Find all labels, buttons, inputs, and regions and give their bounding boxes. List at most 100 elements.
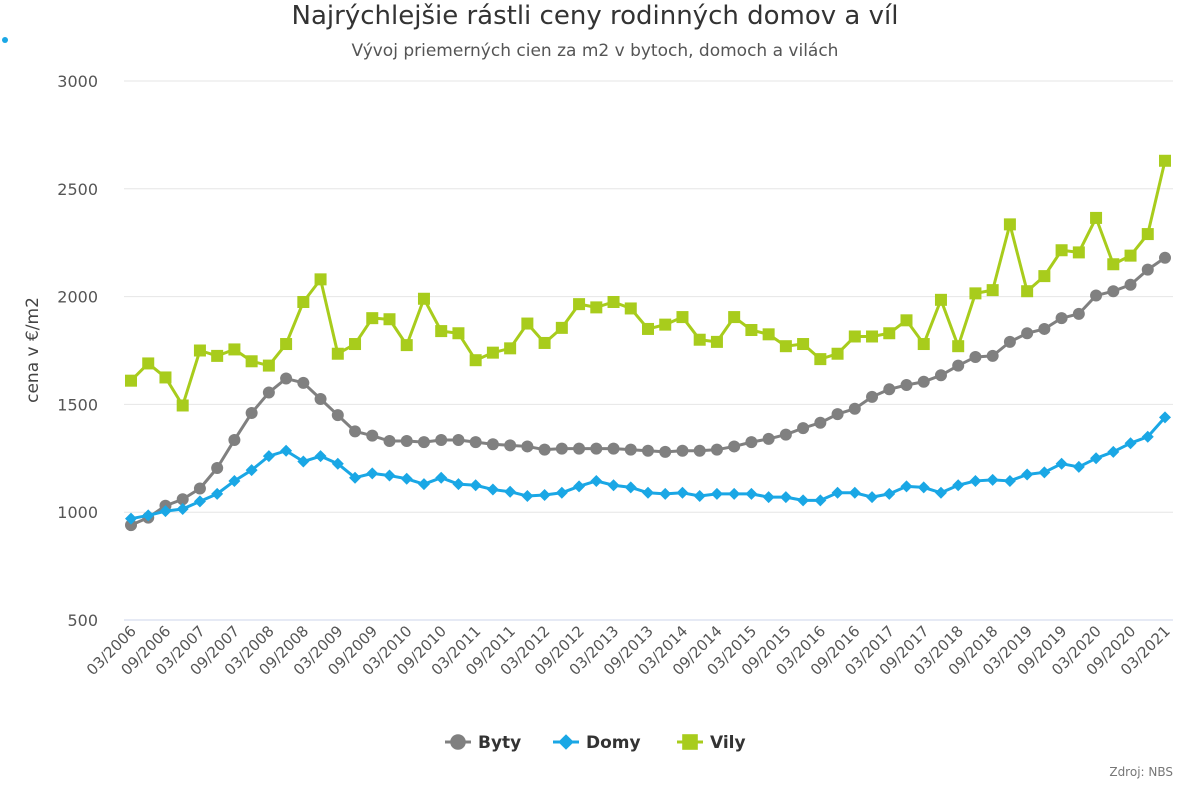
data-point[interactable]: [417, 436, 430, 449]
data-point[interactable]: [486, 483, 499, 496]
data-point[interactable]: [417, 478, 430, 491]
data-point[interactable]: [814, 494, 827, 507]
data-point[interactable]: [917, 375, 930, 388]
data-point[interactable]: [779, 428, 792, 441]
data-point[interactable]: [659, 445, 672, 458]
data-point[interactable]: [435, 471, 448, 484]
data-point[interactable]: [917, 481, 930, 494]
data-point[interactable]: [745, 487, 758, 500]
data-point[interactable]: [125, 374, 137, 387]
data-point[interactable]: [400, 472, 413, 485]
data-point[interactable]: [262, 386, 275, 399]
data-point[interactable]: [193, 344, 206, 357]
data-point[interactable]: [521, 490, 534, 503]
data-point[interactable]: [952, 359, 965, 372]
data-point[interactable]: [435, 433, 448, 446]
data-point[interactable]: [349, 338, 362, 351]
data-point[interactable]: [1159, 154, 1171, 167]
data-point[interactable]: [280, 444, 293, 457]
data-point[interactable]: [883, 327, 896, 340]
data-point[interactable]: [1090, 211, 1103, 224]
data-point[interactable]: [900, 378, 913, 391]
data-point[interactable]: [125, 519, 137, 532]
data-point[interactable]: [607, 295, 620, 308]
data-point[interactable]: [693, 333, 706, 346]
data-point[interactable]: [452, 327, 465, 340]
menu-dot[interactable]: [2, 37, 8, 43]
data-point[interactable]: [366, 467, 379, 480]
data-point[interactable]: [504, 342, 517, 355]
data-point[interactable]: [297, 376, 310, 389]
data-point[interactable]: [969, 287, 982, 300]
data-point[interactable]: [762, 432, 775, 445]
data-point[interactable]: [745, 324, 758, 337]
data-point[interactable]: [228, 433, 241, 446]
data-point[interactable]: [728, 311, 741, 324]
data-point[interactable]: [245, 407, 258, 420]
data-point[interactable]: [193, 495, 206, 508]
data-point[interactable]: [573, 480, 586, 493]
data-point[interactable]: [1038, 466, 1051, 479]
data-point[interactable]: [125, 512, 137, 525]
data-point[interactable]: [280, 338, 293, 351]
data-point[interactable]: [917, 338, 930, 351]
data-point[interactable]: [331, 457, 344, 470]
data-point[interactable]: [383, 313, 396, 326]
data-point[interactable]: [538, 488, 551, 501]
data-point[interactable]: [314, 450, 327, 463]
data-point[interactable]: [969, 350, 982, 363]
data-point[interactable]: [934, 293, 947, 306]
data-point[interactable]: [676, 444, 689, 457]
data-point[interactable]: [297, 295, 310, 308]
data-point[interactable]: [590, 301, 603, 314]
data-point[interactable]: [900, 314, 913, 327]
data-point[interactable]: [538, 336, 551, 349]
legend-item-domy[interactable]: Domy: [553, 733, 641, 753]
data-point[interactable]: [900, 480, 913, 493]
data-point[interactable]: [797, 422, 810, 435]
data-point[interactable]: [934, 369, 947, 382]
data-point[interactable]: [538, 443, 551, 456]
data-point[interactable]: [866, 390, 879, 403]
data-point[interactable]: [676, 486, 689, 499]
data-point[interactable]: [176, 502, 189, 515]
data-point[interactable]: [521, 317, 534, 330]
data-point[interactable]: [193, 482, 206, 495]
data-point[interactable]: [1107, 258, 1120, 271]
data-point[interactable]: [848, 402, 861, 415]
data-point[interactable]: [934, 486, 947, 499]
data-point[interactable]: [676, 311, 689, 324]
data-point[interactable]: [1021, 285, 1034, 298]
data-point[interactable]: [814, 416, 827, 429]
data-point[interactable]: [642, 322, 654, 335]
data-point[interactable]: [728, 440, 741, 453]
data-point[interactable]: [831, 408, 844, 421]
data-point[interactable]: [659, 318, 672, 331]
data-point[interactable]: [1141, 228, 1154, 241]
data-point[interactable]: [659, 487, 672, 500]
data-point[interactable]: [469, 436, 482, 449]
data-point[interactable]: [624, 302, 637, 315]
data-point[interactable]: [866, 330, 879, 343]
data-point[interactable]: [245, 355, 258, 368]
data-point[interactable]: [883, 383, 896, 396]
data-point[interactable]: [710, 335, 723, 348]
data-point[interactable]: [262, 359, 275, 372]
data-point[interactable]: [642, 486, 654, 499]
data-point[interactable]: [779, 340, 792, 353]
data-point[interactable]: [211, 349, 224, 362]
data-point[interactable]: [504, 439, 517, 452]
data-point[interactable]: [797, 494, 810, 507]
data-point[interactable]: [1072, 307, 1085, 320]
data-point[interactable]: [262, 450, 275, 463]
data-point[interactable]: [297, 455, 310, 468]
data-point[interactable]: [728, 487, 741, 500]
data-point[interactable]: [624, 443, 637, 456]
data-point[interactable]: [1141, 263, 1154, 276]
data-point[interactable]: [1124, 437, 1137, 450]
data-point[interactable]: [642, 444, 654, 457]
data-point[interactable]: [986, 473, 999, 486]
data-point[interactable]: [521, 440, 534, 453]
data-point[interactable]: [469, 479, 482, 492]
data-point[interactable]: [1003, 474, 1016, 487]
